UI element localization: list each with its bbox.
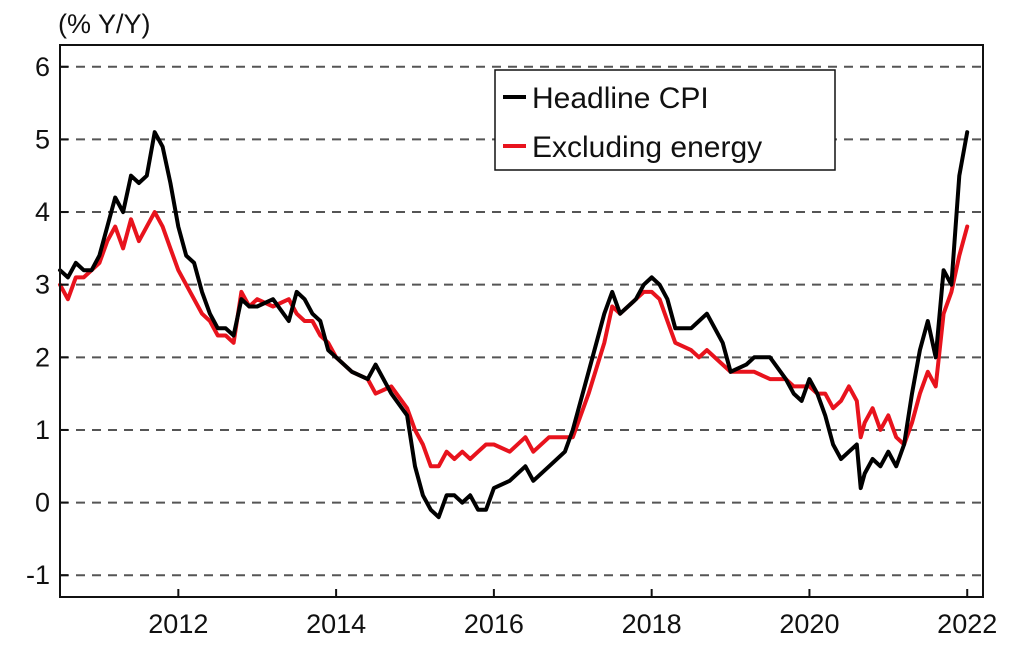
y-axis-ticks: 6 5 4 3 2 1 0 -1 bbox=[26, 52, 68, 590]
x-axis-ticks: 2012 2014 2016 2018 2020 2022 bbox=[148, 589, 997, 639]
legend-box bbox=[494, 69, 836, 171]
plot-frame bbox=[59, 44, 984, 598]
y-axis-unit-label: (% Y/Y) bbox=[58, 9, 151, 39]
x-tick-label-2018: 2018 bbox=[622, 609, 682, 639]
series-line-excluding-energy bbox=[58, 210, 970, 469]
legend-label-excluding-energy: Excluding energy bbox=[532, 131, 762, 164]
legend-label-headline-cpi: Headline CPI bbox=[532, 82, 709, 115]
y-tick-label-2: 2 bbox=[35, 342, 50, 372]
x-tick-label-2012: 2012 bbox=[148, 609, 208, 639]
y-tick-label-1: 1 bbox=[35, 415, 50, 445]
x-tick-label-2016: 2016 bbox=[464, 609, 524, 639]
y-tick-label-0: 0 bbox=[35, 488, 50, 518]
y-tick-label--1: -1 bbox=[26, 560, 50, 590]
x-tick-label-2020: 2020 bbox=[779, 609, 839, 639]
x-tick-label-2022: 2022 bbox=[937, 609, 997, 639]
x-tick-label-2014: 2014 bbox=[306, 609, 366, 639]
series-line-headline-cpi bbox=[58, 130, 970, 520]
y-tick-label-5: 5 bbox=[35, 124, 50, 154]
y-tick-label-6: 6 bbox=[35, 52, 50, 82]
y-tick-label-3: 3 bbox=[35, 270, 50, 300]
y-tick-label-4: 4 bbox=[35, 197, 50, 227]
legend: Headline CPI Excluding energy bbox=[494, 69, 836, 171]
series-lines bbox=[58, 130, 970, 520]
